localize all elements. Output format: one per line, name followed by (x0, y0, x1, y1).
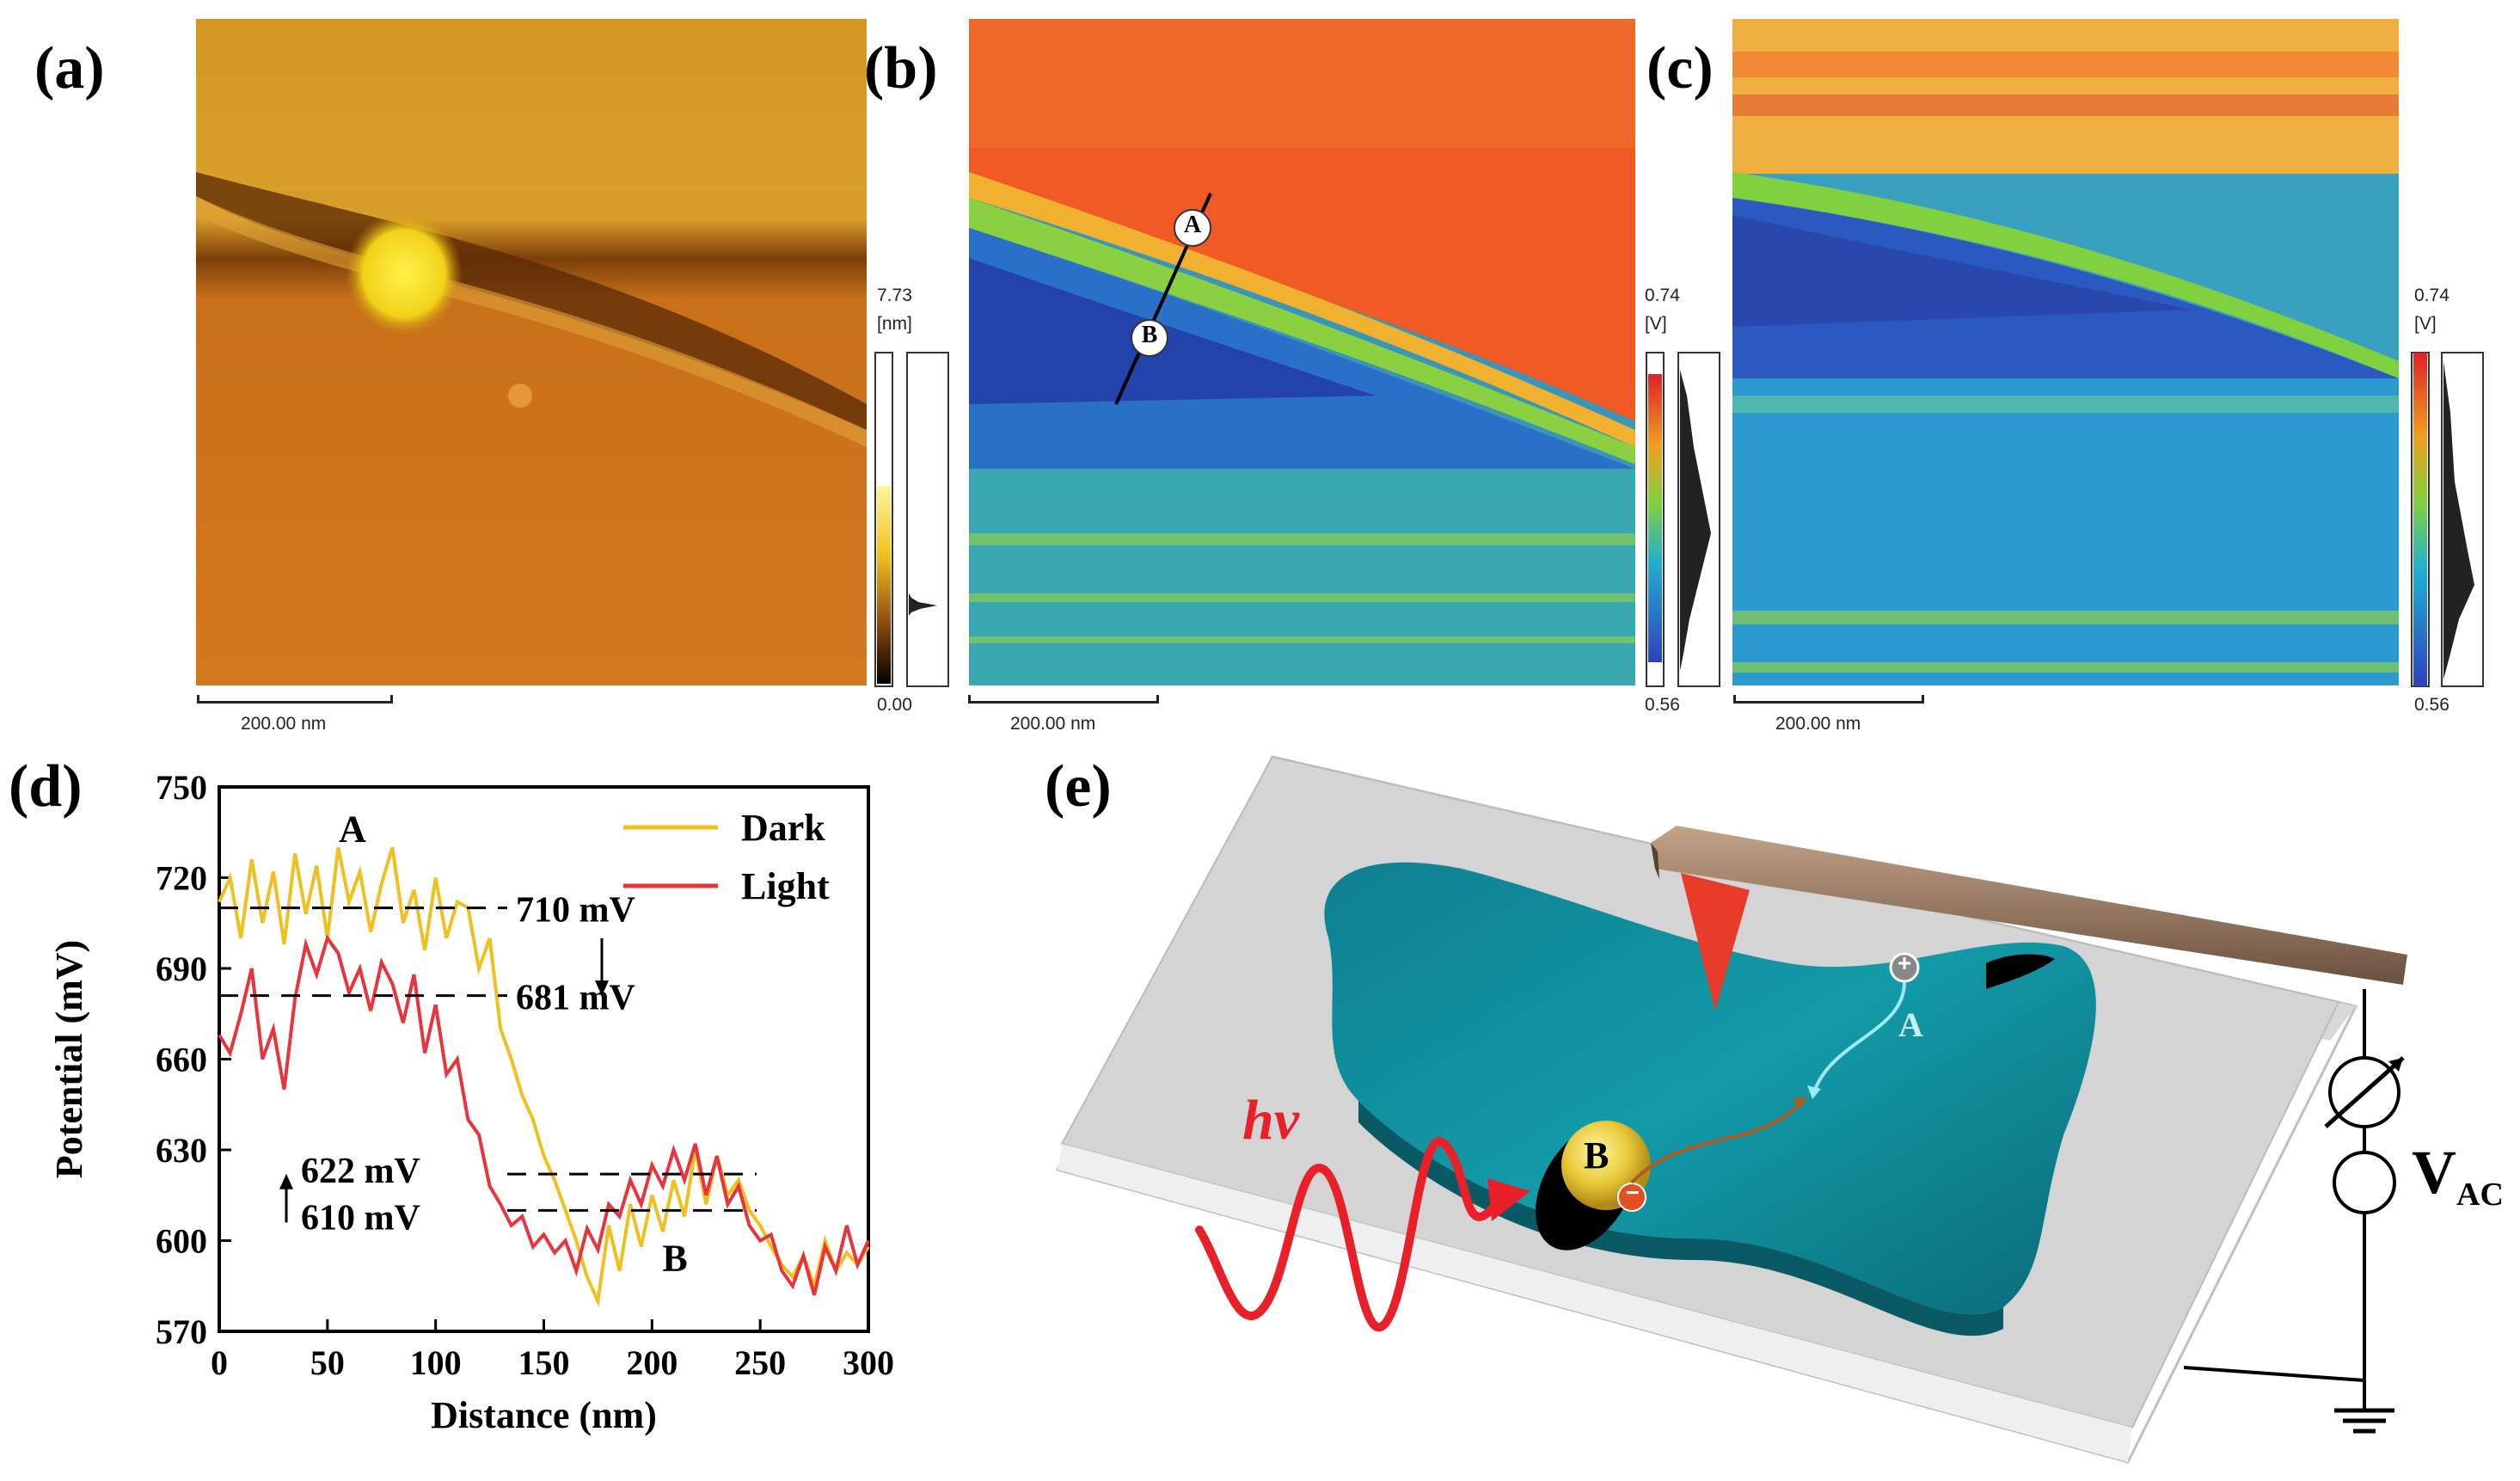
panel-label-b: (b) (864, 35, 938, 101)
panel-label-c: (c) (1646, 35, 1714, 101)
series-dark (218, 846, 870, 1307)
x-tick-label: 0 (211, 1343, 228, 1382)
vac-source (2333, 1151, 2396, 1214)
x-tick-label: 200 (626, 1343, 678, 1382)
potential-profile-chart: 0 50 100 150 200 250 300 570 600 630 660 690 720 750 D… (48, 768, 894, 1436)
colorbar-b (1648, 374, 1662, 662)
x-tick-label: 250 (734, 1343, 786, 1382)
panel-label-a: (a) (34, 35, 105, 101)
annotation-1: 681 mV (516, 979, 635, 1018)
y-tick-label: 630 (156, 1131, 207, 1170)
colorbar-a (877, 486, 891, 684)
cantilever (1651, 826, 2407, 985)
scalebar-b (968, 695, 1159, 704)
x-tick-label: 300 (843, 1343, 894, 1382)
panel-label-d: (d) (9, 753, 83, 820)
histogram-a-frame (906, 352, 949, 687)
colorbar-b-min: 0.56 (1645, 695, 1680, 715)
scalebar-c (1733, 695, 1924, 704)
arrow-down-head (595, 980, 609, 997)
colorbar-a-max: 7.73 (877, 286, 912, 305)
colorbar-c (2413, 353, 2427, 686)
marker-b-label: B (1141, 322, 1158, 348)
y-tick-label: 570 (156, 1312, 207, 1351)
scalebar-a-label: 200.00 nm (241, 714, 327, 734)
histogram-c (2443, 361, 2474, 679)
vac-sub: AC (2456, 1177, 2504, 1213)
marker-a-label: A (1183, 212, 1202, 238)
annotation-3: 610 mV (301, 1198, 420, 1238)
sample-surface (1324, 862, 2096, 1315)
colorbar-a-frame (874, 352, 893, 687)
plus-label: + (1897, 949, 1912, 976)
x-tick-label: 50 (310, 1343, 345, 1382)
colorbar-a-min: 0.00 (877, 695, 912, 715)
y-axis-title: Potential (mV) (48, 940, 90, 1178)
legend-label-light: Light (741, 865, 830, 907)
afm-tip (1681, 873, 1750, 1011)
vac-meter (2328, 1056, 2400, 1128)
y-tick-label: 720 (156, 859, 207, 898)
kpfm-light-image (1732, 19, 2399, 685)
colorbar-c-min: 0.56 (2414, 695, 2449, 715)
histogram-a (909, 593, 937, 616)
y-tick-label: 600 (156, 1222, 207, 1261)
x-tick-label: 150 (518, 1343, 570, 1382)
x-axis-title: Distance (nm) (431, 1394, 657, 1436)
histogram-b (1680, 370, 1711, 671)
hv-label: hv (1242, 1089, 1299, 1152)
y-tick-label: 750 (156, 768, 207, 807)
arrow-up-head (279, 1173, 293, 1189)
scalebar-a (197, 695, 393, 704)
legend-label-dark: Dark (741, 807, 825, 849)
y-tick-label: 660 (156, 1041, 207, 1079)
topography-image (196, 19, 867, 685)
colorbar-b-max: 0.74 (1645, 286, 1680, 305)
series-light (218, 934, 870, 1296)
vac-label: VAC (2412, 1137, 2504, 1213)
kpfm-dark-image (969, 19, 1635, 685)
y-tick-label: 690 (156, 949, 207, 988)
light-wave (1195, 1137, 1500, 1332)
tip-point-label: A (1898, 1005, 1923, 1044)
particle-label: B (1584, 1134, 1609, 1177)
annotation-2: 622 mV (301, 1152, 420, 1191)
minus-label: − (1625, 1179, 1640, 1206)
plot-frame (218, 785, 870, 1333)
colorbar-c-max: 0.74 (2414, 286, 2449, 305)
colorbar-c-unit: [V] (2414, 314, 2437, 334)
annotation-0: 710 mV (516, 891, 635, 931)
point-a-label: A (339, 808, 366, 850)
scalebar-b-label: 200.00 nm (1010, 714, 1096, 734)
vac-main: V (2412, 1138, 2456, 1207)
colorbar-a-unit: [nm] (877, 314, 912, 334)
x-tick-label: 100 (410, 1343, 462, 1382)
scalebar-c-label: 200.00 nm (1775, 714, 1861, 734)
point-b-label: B (662, 1238, 687, 1280)
panel-label-e: (e) (1045, 753, 1112, 820)
colorbar-b-unit: [V] (1645, 314, 1667, 334)
